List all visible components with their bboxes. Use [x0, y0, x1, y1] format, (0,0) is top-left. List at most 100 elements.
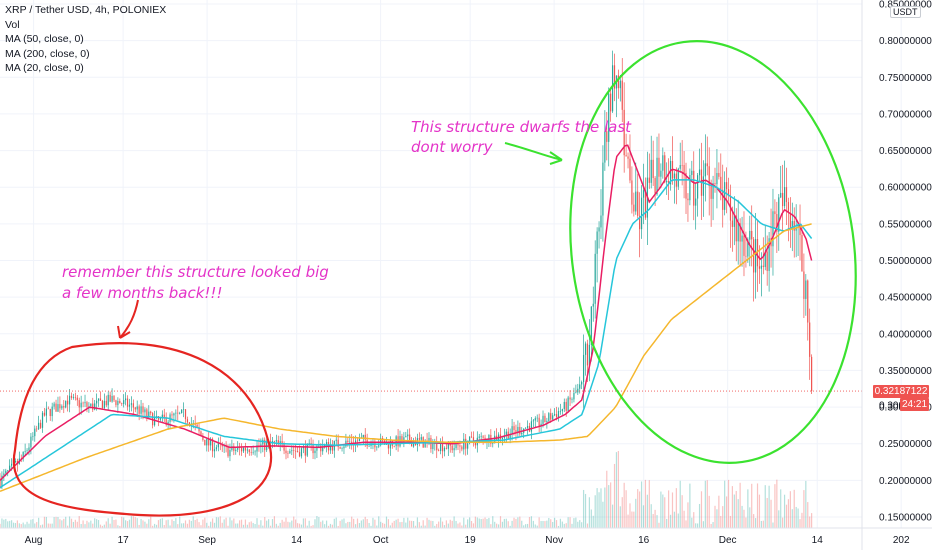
candle-body: [254, 451, 256, 453]
candle-body: [51, 406, 53, 417]
candle-body: [387, 442, 390, 449]
volume-bar: [167, 519, 169, 528]
candle-body: [712, 183, 714, 199]
candle-body: [613, 65, 616, 89]
volume-bar: [430, 520, 432, 528]
legend-ma50[interactable]: MA (50, close, 0): [5, 33, 84, 46]
right-green-ellipse[interactable]: [544, 22, 882, 481]
volume-bar: [130, 516, 133, 528]
volume-bar: [353, 518, 355, 528]
candle-body: [341, 448, 343, 449]
annotation-drawings[interactable]: remember this structure looked big a few…: [12, 22, 882, 517]
candle-body: [503, 435, 505, 438]
candle-body: [88, 406, 90, 407]
volume-bar: [140, 518, 142, 528]
volume-bar: [179, 516, 181, 528]
volume-bar: [604, 487, 606, 528]
volume-bar: [128, 519, 131, 528]
y-tick-7: 0.50000000: [879, 256, 932, 267]
candle-body: [805, 280, 807, 299]
volume-bar: [281, 519, 283, 528]
volume-bar: [451, 520, 453, 528]
volume-bar: [107, 518, 109, 528]
x-tick-10: 202: [893, 535, 910, 546]
right-arrow[interactable]: [504, 142, 563, 165]
candle-body: [809, 322, 811, 357]
candle-body: [119, 400, 121, 404]
candle-body: [295, 450, 297, 452]
volume-bar: [526, 523, 529, 528]
volume-bar: [592, 515, 594, 528]
candle-body: [320, 445, 322, 452]
candle-body: [432, 443, 434, 450]
candle-body: [739, 223, 741, 242]
legend-ma200[interactable]: MA (200, close, 0): [5, 47, 90, 60]
volume-bar: [619, 506, 621, 528]
candle-body: [235, 449, 237, 451]
volume-bar: [426, 517, 428, 528]
candle-body: [733, 215, 735, 227]
candle-body: [455, 441, 457, 449]
volume-bar: [84, 524, 86, 528]
candle-body: [540, 423, 542, 427]
volume-bar: [772, 522, 774, 528]
candle-body: [642, 190, 645, 198]
legend-ma20[interactable]: MA (20, close, 0): [5, 62, 84, 75]
price-axis[interactable]: 0.85000000 0.80000000 0.75000000 0.70000000…: [861, 0, 932, 550]
volume-bar: [9, 520, 11, 528]
candle-body: [57, 404, 59, 412]
volume-bar: [252, 522, 254, 528]
volume-bar: [581, 522, 583, 528]
volume-bar: [480, 518, 482, 528]
candle-body: [677, 168, 679, 187]
legend-vol[interactable]: Vol: [5, 18, 20, 31]
left-arrow[interactable]: [117, 299, 139, 339]
volume-bar: [809, 516, 811, 528]
volume-bar: [563, 523, 565, 528]
candle-body: [463, 438, 465, 450]
candle-body: [229, 450, 231, 457]
volume-bar: [177, 524, 179, 528]
candle-body: [519, 426, 521, 435]
volume-bar: [554, 517, 556, 528]
candle-body: [250, 452, 252, 453]
volume-bar: [109, 523, 111, 528]
volume-bar: [223, 519, 225, 528]
volume-bar: [486, 518, 488, 528]
candle-body: [619, 80, 621, 89]
volume-bar: [712, 522, 714, 528]
volume-bar: [702, 521, 705, 528]
candle-body: [621, 80, 623, 110]
candle-body: [799, 225, 801, 236]
volume-bar: [472, 523, 475, 528]
candle-body: [604, 131, 606, 163]
candle-body: [374, 442, 376, 448]
volume-bar: [737, 499, 739, 528]
candle-body: [631, 180, 633, 205]
volume-bar: [144, 521, 146, 528]
volume-bar: [51, 523, 53, 528]
volume-bar: [453, 516, 455, 528]
left-red-circle[interactable]: [12, 342, 273, 517]
volume-bar: [242, 524, 245, 528]
candle-body: [764, 251, 766, 267]
volume-bar: [258, 524, 260, 528]
candle-body: [43, 412, 46, 416]
volume-bar: [778, 510, 780, 528]
time-axis[interactable]: Aug 17 Sep 14 Oct 19 Nov 16 Dec 14 202: [0, 527, 932, 546]
volume-bar: [532, 520, 534, 528]
candle-body: [39, 422, 42, 428]
volume-bar: [339, 520, 341, 528]
x-tick-2: Sep: [198, 535, 216, 546]
candle-body: [660, 170, 662, 177]
currency-badge[interactable]: USDT: [890, 6, 921, 18]
volume-bar: [86, 520, 88, 528]
y-tick-14: 0.15000000: [879, 513, 932, 524]
volume-bar: [449, 519, 451, 528]
volume-bar: [768, 485, 770, 528]
candle-body: [126, 398, 129, 407]
volume-bar: [536, 525, 538, 528]
symbol-title[interactable]: XRP / Tether USD, 4h, POLONIEX: [5, 4, 167, 16]
y-tick-13: 0.20000000: [879, 476, 932, 487]
